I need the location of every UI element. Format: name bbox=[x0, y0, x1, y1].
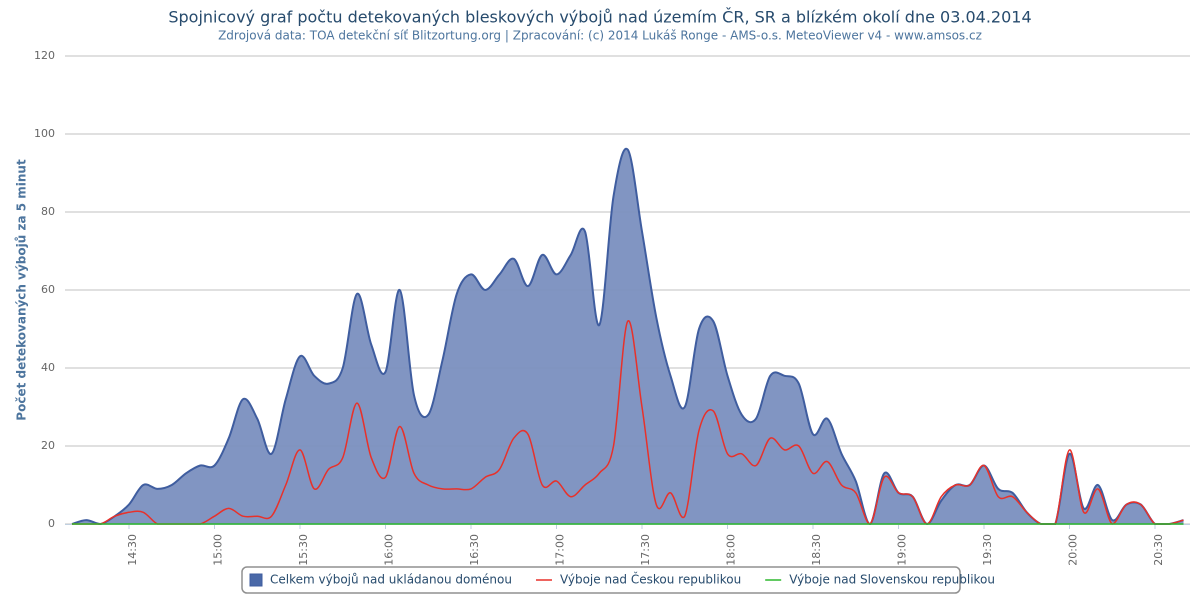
legend-label: Celkem výbojů nad ukládanou doménou bbox=[270, 573, 512, 587]
x-tick-label: 17:00 bbox=[554, 534, 567, 566]
legend-symbol bbox=[249, 573, 263, 587]
x-tick-label: 18:30 bbox=[810, 534, 823, 566]
x-tick-label: 19:30 bbox=[981, 534, 994, 566]
x-tick-label: 15:30 bbox=[297, 534, 310, 566]
x-tick-label: 20:30 bbox=[1152, 534, 1165, 566]
x-tick-label: 18:00 bbox=[725, 534, 738, 566]
legend-label: Výboje nad Českou republikou bbox=[560, 572, 741, 587]
x-tick-label: 15:00 bbox=[212, 534, 225, 566]
y-tick-label: 0 bbox=[48, 517, 55, 530]
x-tick-label: 16:00 bbox=[383, 534, 396, 566]
y-tick-label: 100 bbox=[34, 127, 55, 140]
x-tick-label: 20:00 bbox=[1067, 534, 1080, 566]
y-tick-label: 40 bbox=[41, 361, 55, 374]
area-fill bbox=[72, 148, 1184, 524]
x-tick-label: 19:00 bbox=[896, 534, 909, 566]
y-tick-label: 60 bbox=[41, 283, 55, 296]
x-tick-label: 17:30 bbox=[639, 534, 652, 566]
chart-title: Spojnicový graf počtu detekovaných blesk… bbox=[168, 8, 1031, 27]
y-tick-label: 20 bbox=[41, 439, 55, 452]
legend-box bbox=[241, 566, 961, 594]
y-tick-label: 80 bbox=[41, 205, 55, 218]
series-line bbox=[71, 147, 1184, 526]
chart-subtitle: Zdrojová data: TOA detekční síť Blitzort… bbox=[218, 29, 982, 43]
legend-label: Výboje nad Slovenskou republikou bbox=[789, 573, 995, 587]
x-tick-label: 16:30 bbox=[468, 534, 481, 566]
x-tick-label: 14:30 bbox=[126, 534, 139, 566]
series-line bbox=[72, 320, 1184, 525]
y-tick-label: 120 bbox=[34, 49, 55, 62]
y-axis-label: Počet detekovaných výbojů za 5 minut bbox=[15, 159, 29, 421]
